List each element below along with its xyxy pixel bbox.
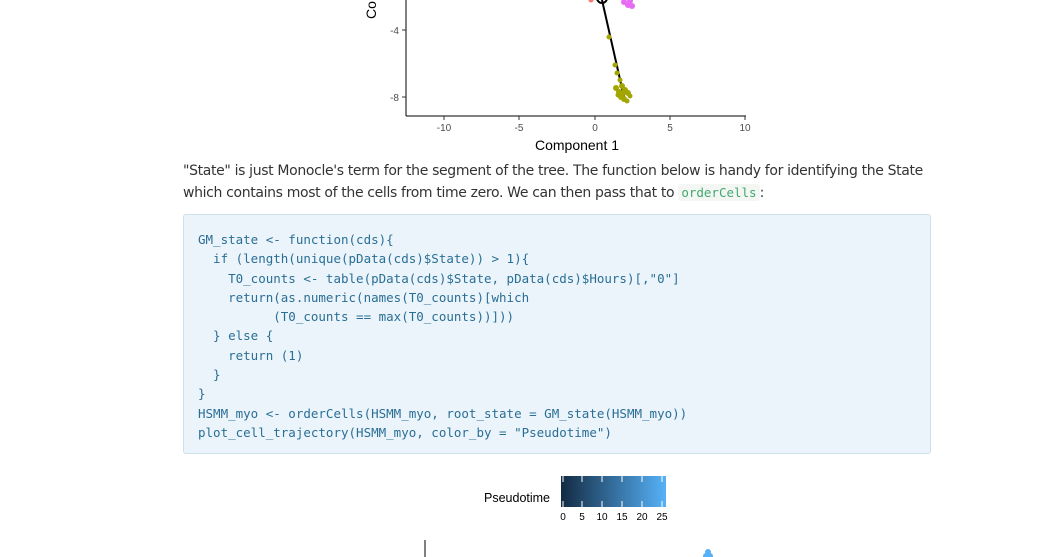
x-ticks: -10 -5 0 5 10 <box>437 116 751 134</box>
cell-points-salmon <box>588 0 594 3</box>
x-tick-label: 0 <box>592 123 598 134</box>
x-tick-label: 5 <box>667 123 673 134</box>
inline-code-ordercells: orderCells <box>678 184 760 201</box>
legend-tick-label: 5 <box>579 512 585 523</box>
legend-colorbar <box>561 476 666 507</box>
x-tick-label: -5 <box>515 123 524 134</box>
code-content: GM_state <- function(cds){ if (length(un… <box>198 230 687 442</box>
x-tick-label: 10 <box>739 123 751 134</box>
branch-node <box>596 0 608 4</box>
code-line: return(as.numeric(names(T0_counts)[which <box>198 289 530 305</box>
code-line: return (1) <box>198 347 304 363</box>
y-axis-label: Co <box>363 1 379 19</box>
y-tick-label: -8 <box>390 93 399 104</box>
legend-tick-marks <box>562 476 663 507</box>
code-line: (T0_counts == max(T0_counts))])) <box>198 309 515 325</box>
code-line: plot_cell_trajectory(HSMM_myo, color_by … <box>198 424 612 440</box>
cell-points-top <box>703 549 713 557</box>
explanation-paragraph: "State" is just Monocle's term for the s… <box>183 161 943 204</box>
code-line: T0_counts <- table(pData(cds)$State, pDa… <box>198 270 680 286</box>
legend-tick-label: 10 <box>596 512 608 523</box>
legend-tick-label: 0 <box>560 512 566 523</box>
paragraph-text: : <box>759 185 765 201</box>
legend-tick-label: 15 <box>616 512 628 523</box>
trajectory-branch <box>601 0 625 98</box>
paragraph-line: which contains most of the cells from ti… <box>183 182 943 204</box>
pseudotime-plot: Pseudotime 0 5 10 15 20 25 <box>424 476 713 557</box>
cell-points-olive <box>606 34 633 104</box>
code-line: } else { <box>198 328 274 344</box>
code-line: } <box>198 367 221 383</box>
y-tick-label: -4 <box>390 26 399 37</box>
paragraph-line: "State" is just Monocle's term for the s… <box>183 163 923 179</box>
code-line: } <box>198 386 206 402</box>
x-tick-label: -10 <box>437 123 452 134</box>
code-line: GM_state <- function(cds){ <box>198 232 394 247</box>
cell-points-pink <box>621 0 635 9</box>
code-block[interactable]: GM_state <- function(cds){ if (length(un… <box>183 214 931 454</box>
legend-tick-label: 20 <box>636 512 648 523</box>
trajectory-plot: Co -4 -8 -10 -5 0 5 10 Component 1 <box>363 0 751 153</box>
code-line: if (length(unique(pData(cds)$State)) > 1… <box>198 251 530 267</box>
x-axis-label: Component 1 <box>535 137 619 153</box>
code-line: HSMM_myo <- orderCells(HSMM_myo, root_st… <box>198 405 688 421</box>
legend-title: Pseudotime <box>484 491 550 505</box>
legend-tick-label: 25 <box>656 512 668 523</box>
paragraph-text: which contains most of the cells from ti… <box>183 185 679 201</box>
